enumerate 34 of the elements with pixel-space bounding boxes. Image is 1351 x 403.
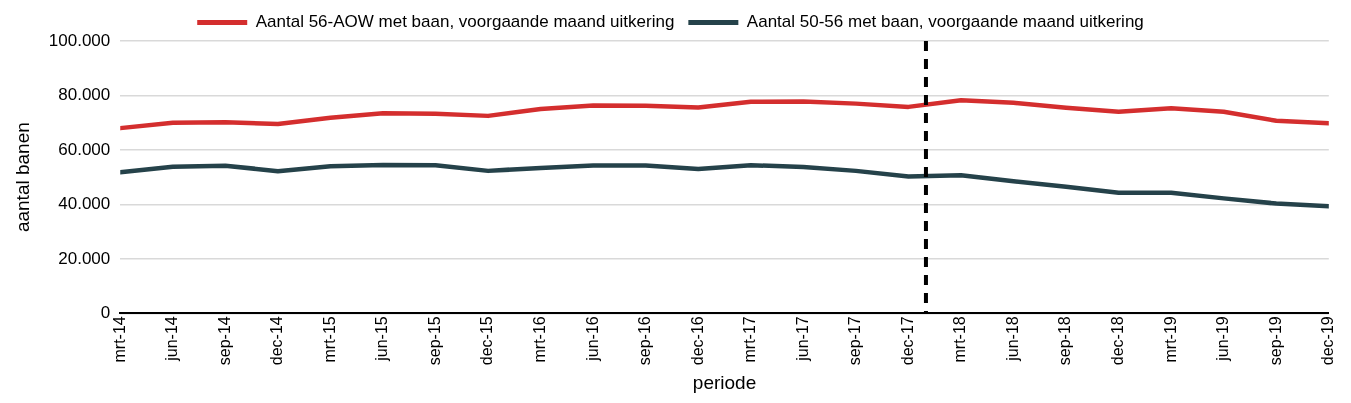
legend-label: Aantal 50-56 met baan, voorgaande maand uitkering (746, 12, 1144, 32)
legend-label: Aantal 56-AOW met baan, voorgaande maand uitkering (255, 12, 675, 32)
x-tick-label: sep-15 (425, 316, 443, 366)
x-tick-label: sep-14 (215, 316, 233, 366)
x-tick-label: dec-17 (898, 316, 916, 366)
x-tick-label: mrt-18 (951, 316, 969, 363)
y-tick-label: 100.000 (48, 30, 111, 50)
x-tick-label: mrt-17 (741, 316, 759, 363)
x-tick-label: dec-16 (688, 316, 706, 366)
x-tick-label: mrt-14 (110, 316, 128, 363)
x-tick-label: sep-16 (636, 316, 654, 366)
x-tick-label: sep-18 (1056, 316, 1074, 366)
x-tick-label: jun-19 (1214, 316, 1232, 362)
y-tick-label: 20.000 (58, 248, 111, 268)
x-tick-label: sep-19 (1266, 316, 1284, 366)
x-tick-label: dec-15 (478, 316, 496, 366)
x-axis-title: periode (692, 371, 757, 393)
y-tick-label: 0 (100, 302, 111, 322)
y-tick-label: 80.000 (58, 85, 111, 105)
x-tick-label: dec-19 (1319, 316, 1337, 366)
x-tick-label: dec-14 (268, 316, 286, 366)
x-tick-label: mrt-16 (531, 316, 549, 363)
x-tick-label: sep-17 (846, 316, 864, 366)
x-tick-label: jun-17 (793, 316, 811, 362)
y-tick-label: 40.000 (58, 194, 111, 214)
x-tick-label: jun-14 (163, 316, 181, 362)
y-tick-label: 60.000 (58, 139, 111, 159)
x-tick-label: mrt-15 (320, 316, 338, 363)
x-tick-label: jun-15 (373, 316, 391, 362)
y-axis-title: aantal banen (11, 122, 33, 233)
x-tick-label: jun-18 (1003, 316, 1021, 362)
x-tick-label: dec-18 (1109, 316, 1127, 366)
x-tick-label: mrt-19 (1161, 316, 1179, 363)
x-tick-label: jun-16 (583, 316, 601, 362)
